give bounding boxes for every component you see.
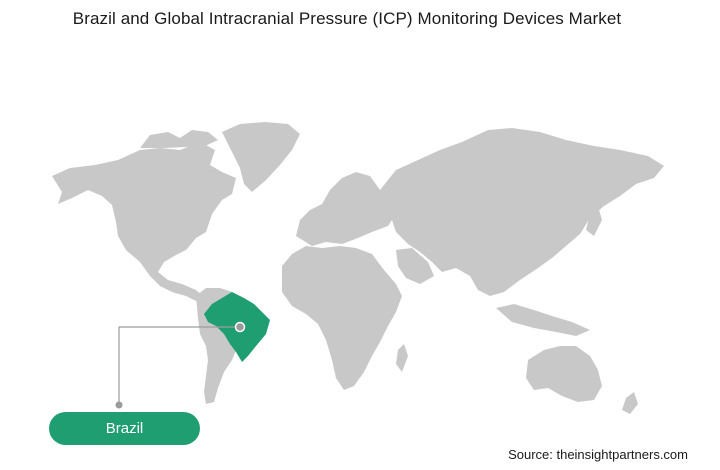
brazil-leader-line: [118, 326, 240, 405]
arabian-peninsula: [396, 248, 434, 284]
leader-end-dot: [115, 401, 123, 409]
brazil-label: Brazil: [49, 412, 200, 445]
map-title: Brazil and Global Intracranial Pressure …: [72, 9, 622, 28]
source-note: Source: theinsightpartners.com: [508, 447, 688, 462]
new-zealand: [622, 392, 638, 414]
madagascar: [396, 344, 408, 372]
europe: [296, 172, 396, 246]
north-america: [52, 142, 236, 302]
greenland: [222, 122, 300, 192]
australia: [526, 346, 602, 402]
arctic-islands: [140, 130, 218, 148]
southeast-asia-islands: [496, 304, 590, 336]
brazil-marker: [234, 321, 246, 333]
japan: [586, 206, 602, 236]
africa: [282, 246, 402, 390]
asia: [380, 128, 664, 296]
